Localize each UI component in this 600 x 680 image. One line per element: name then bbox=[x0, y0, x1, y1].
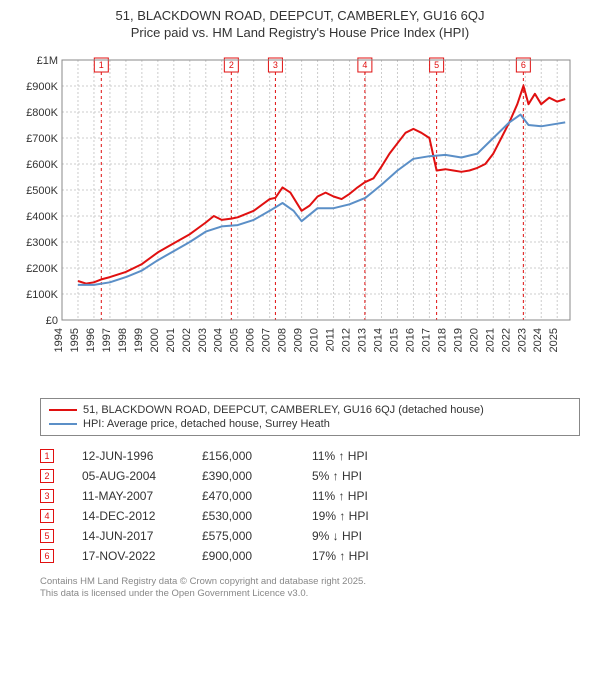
svg-text:2008: 2008 bbox=[277, 328, 289, 352]
footer-attribution: Contains HM Land Registry data © Crown c… bbox=[40, 576, 580, 601]
svg-text:2025: 2025 bbox=[548, 328, 560, 352]
svg-text:£100K: £100K bbox=[26, 289, 58, 301]
svg-text:2009: 2009 bbox=[293, 328, 305, 352]
legend-label: 51, BLACKDOWN ROAD, DEEPCUT, CAMBERLEY, … bbox=[83, 404, 484, 416]
svg-text:£400K: £400K bbox=[26, 211, 58, 223]
svg-text:2024: 2024 bbox=[532, 328, 544, 352]
transaction-row: 6 17-NOV-2022£900,00017% ↑ HPI bbox=[40, 546, 580, 566]
svg-text:1: 1 bbox=[99, 60, 104, 70]
transaction-date: 05-AUG-2004 bbox=[82, 469, 202, 483]
transaction-date: 12-JUN-1996 bbox=[82, 449, 202, 463]
transaction-row: 4 14-DEC-2012£530,00019% ↑ HPI bbox=[40, 506, 580, 526]
svg-text:2000: 2000 bbox=[149, 328, 161, 352]
svg-text:£600K: £600K bbox=[26, 159, 58, 171]
svg-text:5: 5 bbox=[434, 60, 439, 70]
svg-text:2014: 2014 bbox=[372, 328, 384, 352]
svg-text:2018: 2018 bbox=[436, 328, 448, 352]
price-chart: £0 £100K £200K £300K £400K £500K £600K £700K £80… bbox=[20, 50, 580, 390]
legend-swatch bbox=[49, 409, 77, 411]
transaction-row: 1 12-JUN-1996£156,00011% ↑ HPI bbox=[40, 446, 580, 466]
legend-label: HPI: Average price, detached house, Surr… bbox=[83, 418, 330, 430]
transaction-price: £470,000 bbox=[202, 489, 312, 503]
svg-text:£0: £0 bbox=[46, 315, 58, 327]
svg-text:2013: 2013 bbox=[357, 328, 369, 352]
svg-text:2021: 2021 bbox=[484, 328, 496, 352]
transaction-marker: 3 bbox=[40, 489, 54, 503]
svg-text:2011: 2011 bbox=[325, 328, 337, 352]
svg-text:£1M: £1M bbox=[37, 55, 58, 67]
svg-text:£900K: £900K bbox=[26, 81, 58, 93]
transaction-delta: 11% ↑ HPI bbox=[312, 449, 402, 463]
svg-text:£200K: £200K bbox=[26, 263, 58, 275]
legend-swatch bbox=[49, 423, 77, 425]
svg-text:2001: 2001 bbox=[165, 328, 177, 352]
transaction-date: 14-JUN-2017 bbox=[82, 529, 202, 543]
transaction-marker: 2 bbox=[40, 469, 54, 483]
svg-text:£300K: £300K bbox=[26, 237, 58, 249]
transaction-row: 3 11-MAY-2007£470,00011% ↑ HPI bbox=[40, 486, 580, 506]
chart-title-area: 51, BLACKDOWN ROAD, DEEPCUT, CAMBERLEY, … bbox=[0, 0, 600, 44]
svg-text:2003: 2003 bbox=[197, 328, 209, 352]
svg-text:2: 2 bbox=[229, 60, 234, 70]
svg-text:2019: 2019 bbox=[452, 328, 464, 352]
transaction-marker: 6 bbox=[40, 549, 54, 563]
transaction-price: £156,000 bbox=[202, 449, 312, 463]
transaction-row: 5 14-JUN-2017£575,0009% ↓ HPI bbox=[40, 526, 580, 546]
svg-text:2007: 2007 bbox=[261, 328, 273, 352]
svg-text:1997: 1997 bbox=[101, 328, 113, 352]
transaction-price: £575,000 bbox=[202, 529, 312, 543]
svg-text:2012: 2012 bbox=[341, 328, 353, 352]
svg-text:2010: 2010 bbox=[309, 328, 321, 352]
svg-text:2023: 2023 bbox=[516, 328, 528, 352]
transaction-delta: 17% ↑ HPI bbox=[312, 549, 402, 563]
svg-text:1999: 1999 bbox=[133, 328, 145, 352]
legend: 51, BLACKDOWN ROAD, DEEPCUT, CAMBERLEY, … bbox=[40, 398, 580, 436]
svg-text:6: 6 bbox=[521, 60, 526, 70]
svg-text:£800K: £800K bbox=[26, 107, 58, 119]
transaction-delta: 19% ↑ HPI bbox=[312, 509, 402, 523]
transactions-table: 112-JUN-1996£156,00011% ↑ HPI205-AUG-200… bbox=[40, 446, 580, 566]
footer-line1: Contains HM Land Registry data © Crown c… bbox=[40, 576, 580, 588]
svg-text:2022: 2022 bbox=[500, 328, 512, 352]
transaction-date: 14-DEC-2012 bbox=[82, 509, 202, 523]
transaction-marker: 1 bbox=[40, 449, 54, 463]
transaction-delta: 9% ↓ HPI bbox=[312, 529, 402, 543]
chart-container: £0 £100K £200K £300K £400K £500K £600K £700K £80… bbox=[20, 50, 580, 390]
svg-text:1994: 1994 bbox=[53, 328, 65, 352]
footer-line2: This data is licensed under the Open Gov… bbox=[40, 588, 580, 600]
svg-text:2006: 2006 bbox=[245, 328, 257, 352]
transaction-price: £530,000 bbox=[202, 509, 312, 523]
svg-text:2015: 2015 bbox=[388, 328, 400, 352]
svg-text:3: 3 bbox=[273, 60, 278, 70]
svg-text:2020: 2020 bbox=[468, 328, 480, 352]
transaction-price: £390,000 bbox=[202, 469, 312, 483]
svg-text:1995: 1995 bbox=[69, 328, 81, 352]
svg-text:£500K: £500K bbox=[26, 185, 58, 197]
legend-item: 51, BLACKDOWN ROAD, DEEPCUT, CAMBERLEY, … bbox=[49, 403, 571, 417]
title-subtitle: Price paid vs. HM Land Registry's House … bbox=[10, 25, 590, 40]
svg-text:2002: 2002 bbox=[181, 328, 193, 352]
transaction-marker: 4 bbox=[40, 509, 54, 523]
transaction-marker: 5 bbox=[40, 529, 54, 543]
svg-text:2016: 2016 bbox=[404, 328, 416, 352]
transaction-date: 17-NOV-2022 bbox=[82, 549, 202, 563]
transaction-delta: 11% ↑ HPI bbox=[312, 489, 402, 503]
title-address: 51, BLACKDOWN ROAD, DEEPCUT, CAMBERLEY, … bbox=[10, 8, 590, 23]
legend-item: HPI: Average price, detached house, Surr… bbox=[49, 417, 571, 431]
svg-text:2005: 2005 bbox=[229, 328, 241, 352]
svg-text:1998: 1998 bbox=[117, 328, 129, 352]
svg-text:2004: 2004 bbox=[213, 328, 225, 352]
svg-text:1996: 1996 bbox=[85, 328, 97, 352]
transaction-price: £900,000 bbox=[202, 549, 312, 563]
transaction-delta: 5% ↑ HPI bbox=[312, 469, 402, 483]
transaction-row: 2 05-AUG-2004£390,0005% ↑ HPI bbox=[40, 466, 580, 486]
svg-text:£700K: £700K bbox=[26, 133, 58, 145]
svg-text:4: 4 bbox=[362, 60, 367, 70]
svg-text:2017: 2017 bbox=[420, 328, 432, 352]
transaction-date: 11-MAY-2007 bbox=[82, 489, 202, 503]
